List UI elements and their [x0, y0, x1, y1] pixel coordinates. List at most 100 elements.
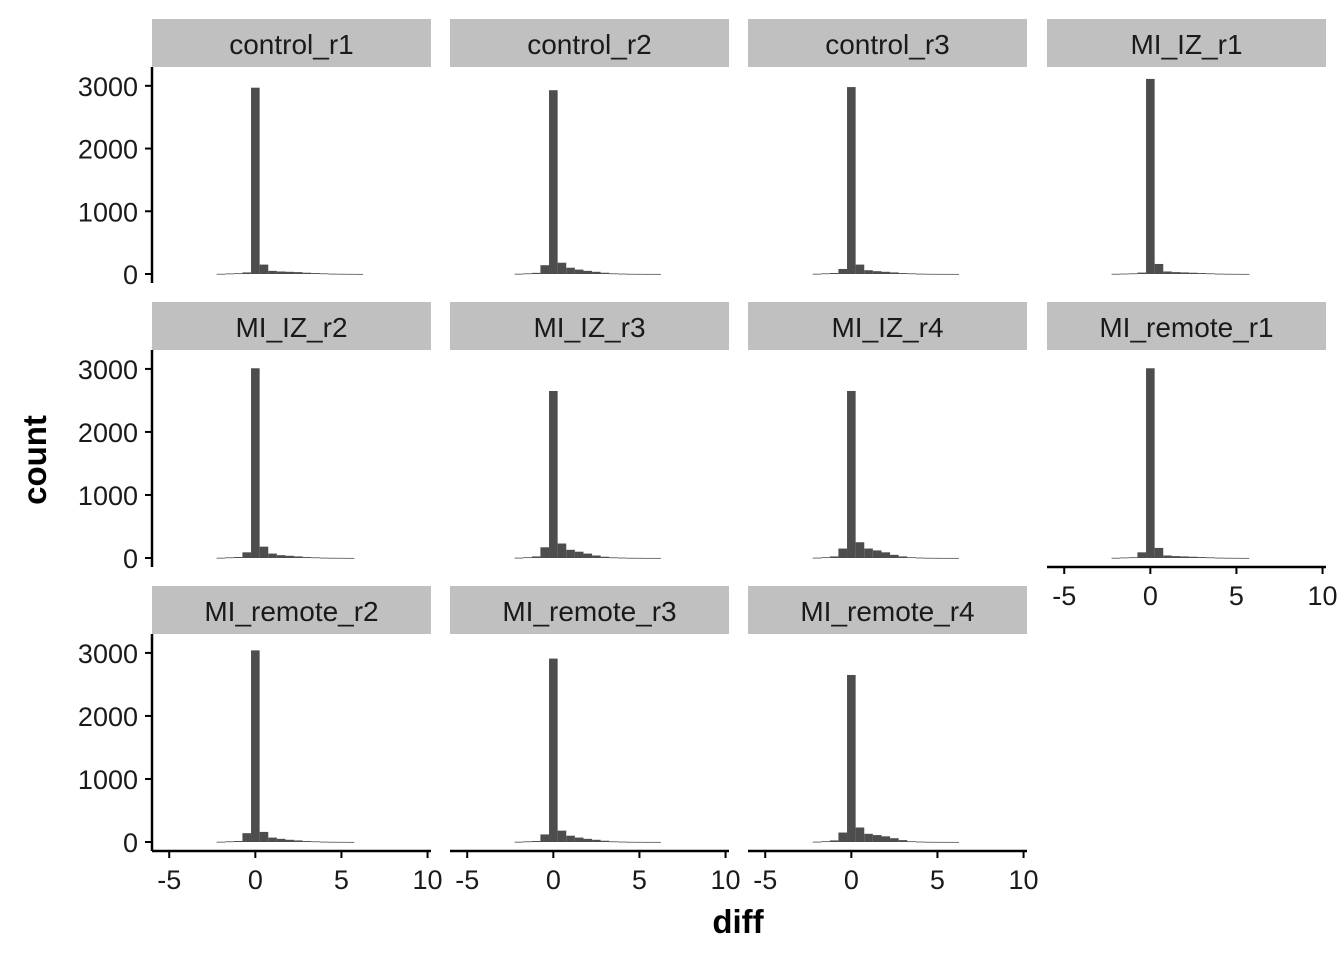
facet-panel: MI_IZ_r4 [748, 302, 1027, 559]
histogram-bar [225, 273, 234, 275]
facet-strip-label: MI_IZ_r1 [1130, 29, 1242, 60]
histogram-bar [540, 265, 550, 274]
histogram-bar [1120, 273, 1129, 275]
histogram-bar [652, 557, 661, 559]
histogram-bar [566, 835, 575, 842]
histogram-bar [600, 556, 610, 558]
histogram-bar [1240, 273, 1250, 275]
y-tick-label: 3000 [78, 72, 138, 102]
histogram-bar [311, 841, 320, 843]
histogram-bar [847, 674, 856, 842]
histogram-bar [583, 553, 593, 558]
histogram-bar [838, 268, 848, 274]
histogram-bar [1163, 271, 1172, 274]
histogram-bar [285, 271, 295, 274]
histogram-bar [890, 554, 899, 558]
facet-strip-label: control_r3 [825, 29, 950, 60]
histogram-bar [617, 557, 627, 559]
facet-strip-label: MI_IZ_r2 [235, 312, 347, 343]
histogram-bar [635, 273, 644, 275]
histogram-bar [890, 272, 899, 274]
histogram-bar [609, 841, 618, 843]
histogram-bar [933, 273, 942, 275]
facet-panel: MI_remote_r4 -5 0 5 10 [748, 586, 1039, 895]
histogram-bar [890, 838, 899, 842]
x-axis-title: diff [712, 903, 764, 940]
facet-strip-label: MI_remote_r3 [502, 596, 676, 627]
histogram-bar [812, 841, 822, 843]
histogram-bar [259, 831, 269, 842]
x-tick-label: 0 [1143, 581, 1158, 611]
histogram-bar [626, 557, 636, 559]
histogram-bar [626, 273, 636, 275]
histogram-bar [855, 264, 865, 274]
histogram-bar [233, 273, 243, 275]
histogram-bar [514, 557, 524, 559]
facet-panel: control_r3 [748, 19, 1027, 275]
histogram-bar [574, 269, 584, 274]
histogram-bar [242, 552, 252, 558]
histogram-bar [950, 557, 959, 559]
y-tick-label: 0 [123, 260, 138, 290]
histogram-bar [643, 841, 653, 843]
histogram-bar [531, 840, 541, 842]
histogram-bar [924, 841, 934, 843]
histogram-bar [242, 272, 252, 274]
histogram-bar [838, 548, 848, 558]
histogram-bar [1214, 273, 1224, 275]
histogram-bar [592, 555, 601, 558]
histogram-bar [821, 557, 830, 559]
histogram-bar [821, 273, 830, 275]
histogram-bar [592, 271, 601, 274]
histogram-bar [1163, 555, 1172, 558]
histogram-bar [1111, 557, 1121, 559]
histogram-bar [600, 272, 610, 274]
x-tick-label: -5 [753, 865, 777, 895]
histogram-bar [592, 839, 601, 842]
histogram-bar [523, 273, 532, 275]
histogram-bar [1128, 273, 1138, 275]
histogram-bar [950, 841, 959, 843]
histogram-bar [294, 272, 303, 274]
histogram-bar [864, 833, 873, 842]
histogram-bar [1197, 273, 1207, 274]
histogram-bar [915, 273, 925, 275]
histogram-bar [652, 273, 661, 275]
histogram-bar [251, 368, 260, 558]
x-tick-label: -5 [1052, 581, 1076, 611]
histogram-bar [540, 834, 550, 842]
x-tick-label: 5 [334, 865, 349, 895]
facet-strip [450, 19, 729, 67]
histogram-bar [1223, 273, 1233, 275]
histogram-bar [1146, 78, 1155, 274]
histogram-bar [319, 841, 329, 843]
histogram-bar [242, 833, 252, 842]
histogram-bar [1180, 556, 1190, 558]
histogram-bar [881, 271, 891, 274]
histogram-bar [872, 835, 882, 842]
histogram-bar [1223, 557, 1233, 559]
histogram-bar [345, 557, 355, 559]
y-tick-label: 2000 [78, 702, 138, 732]
histogram-bar [523, 557, 532, 559]
facet-strip-label: MI_remote_r4 [800, 596, 974, 627]
histogram-bar [276, 555, 286, 558]
facet-strip-label: MI_remote_r2 [204, 596, 378, 627]
facet-panel: control_r1 0 1000 2000 3000 [78, 19, 431, 290]
histogram-bar [1137, 552, 1147, 558]
y-tick-label: 3000 [78, 639, 138, 669]
histogram-bar [328, 557, 338, 559]
facet-panel: MI_IZ_r3 [450, 302, 729, 559]
facet-panel: MI_remote_r2 0 1000 2000 3000 -5 0 5 10 [78, 586, 443, 895]
histogram-bar [319, 557, 329, 559]
histogram-bar [251, 87, 260, 274]
histogram-bar [354, 273, 363, 275]
histogram-bar [1189, 556, 1198, 558]
histogram-bar [294, 840, 303, 842]
histogram-bar [617, 841, 627, 843]
histogram-bar [294, 556, 303, 558]
histogram-bar [821, 841, 830, 843]
histogram-bar [233, 556, 243, 558]
histogram-bar [881, 552, 891, 558]
facet-strip-label: MI_IZ_r3 [533, 312, 645, 343]
